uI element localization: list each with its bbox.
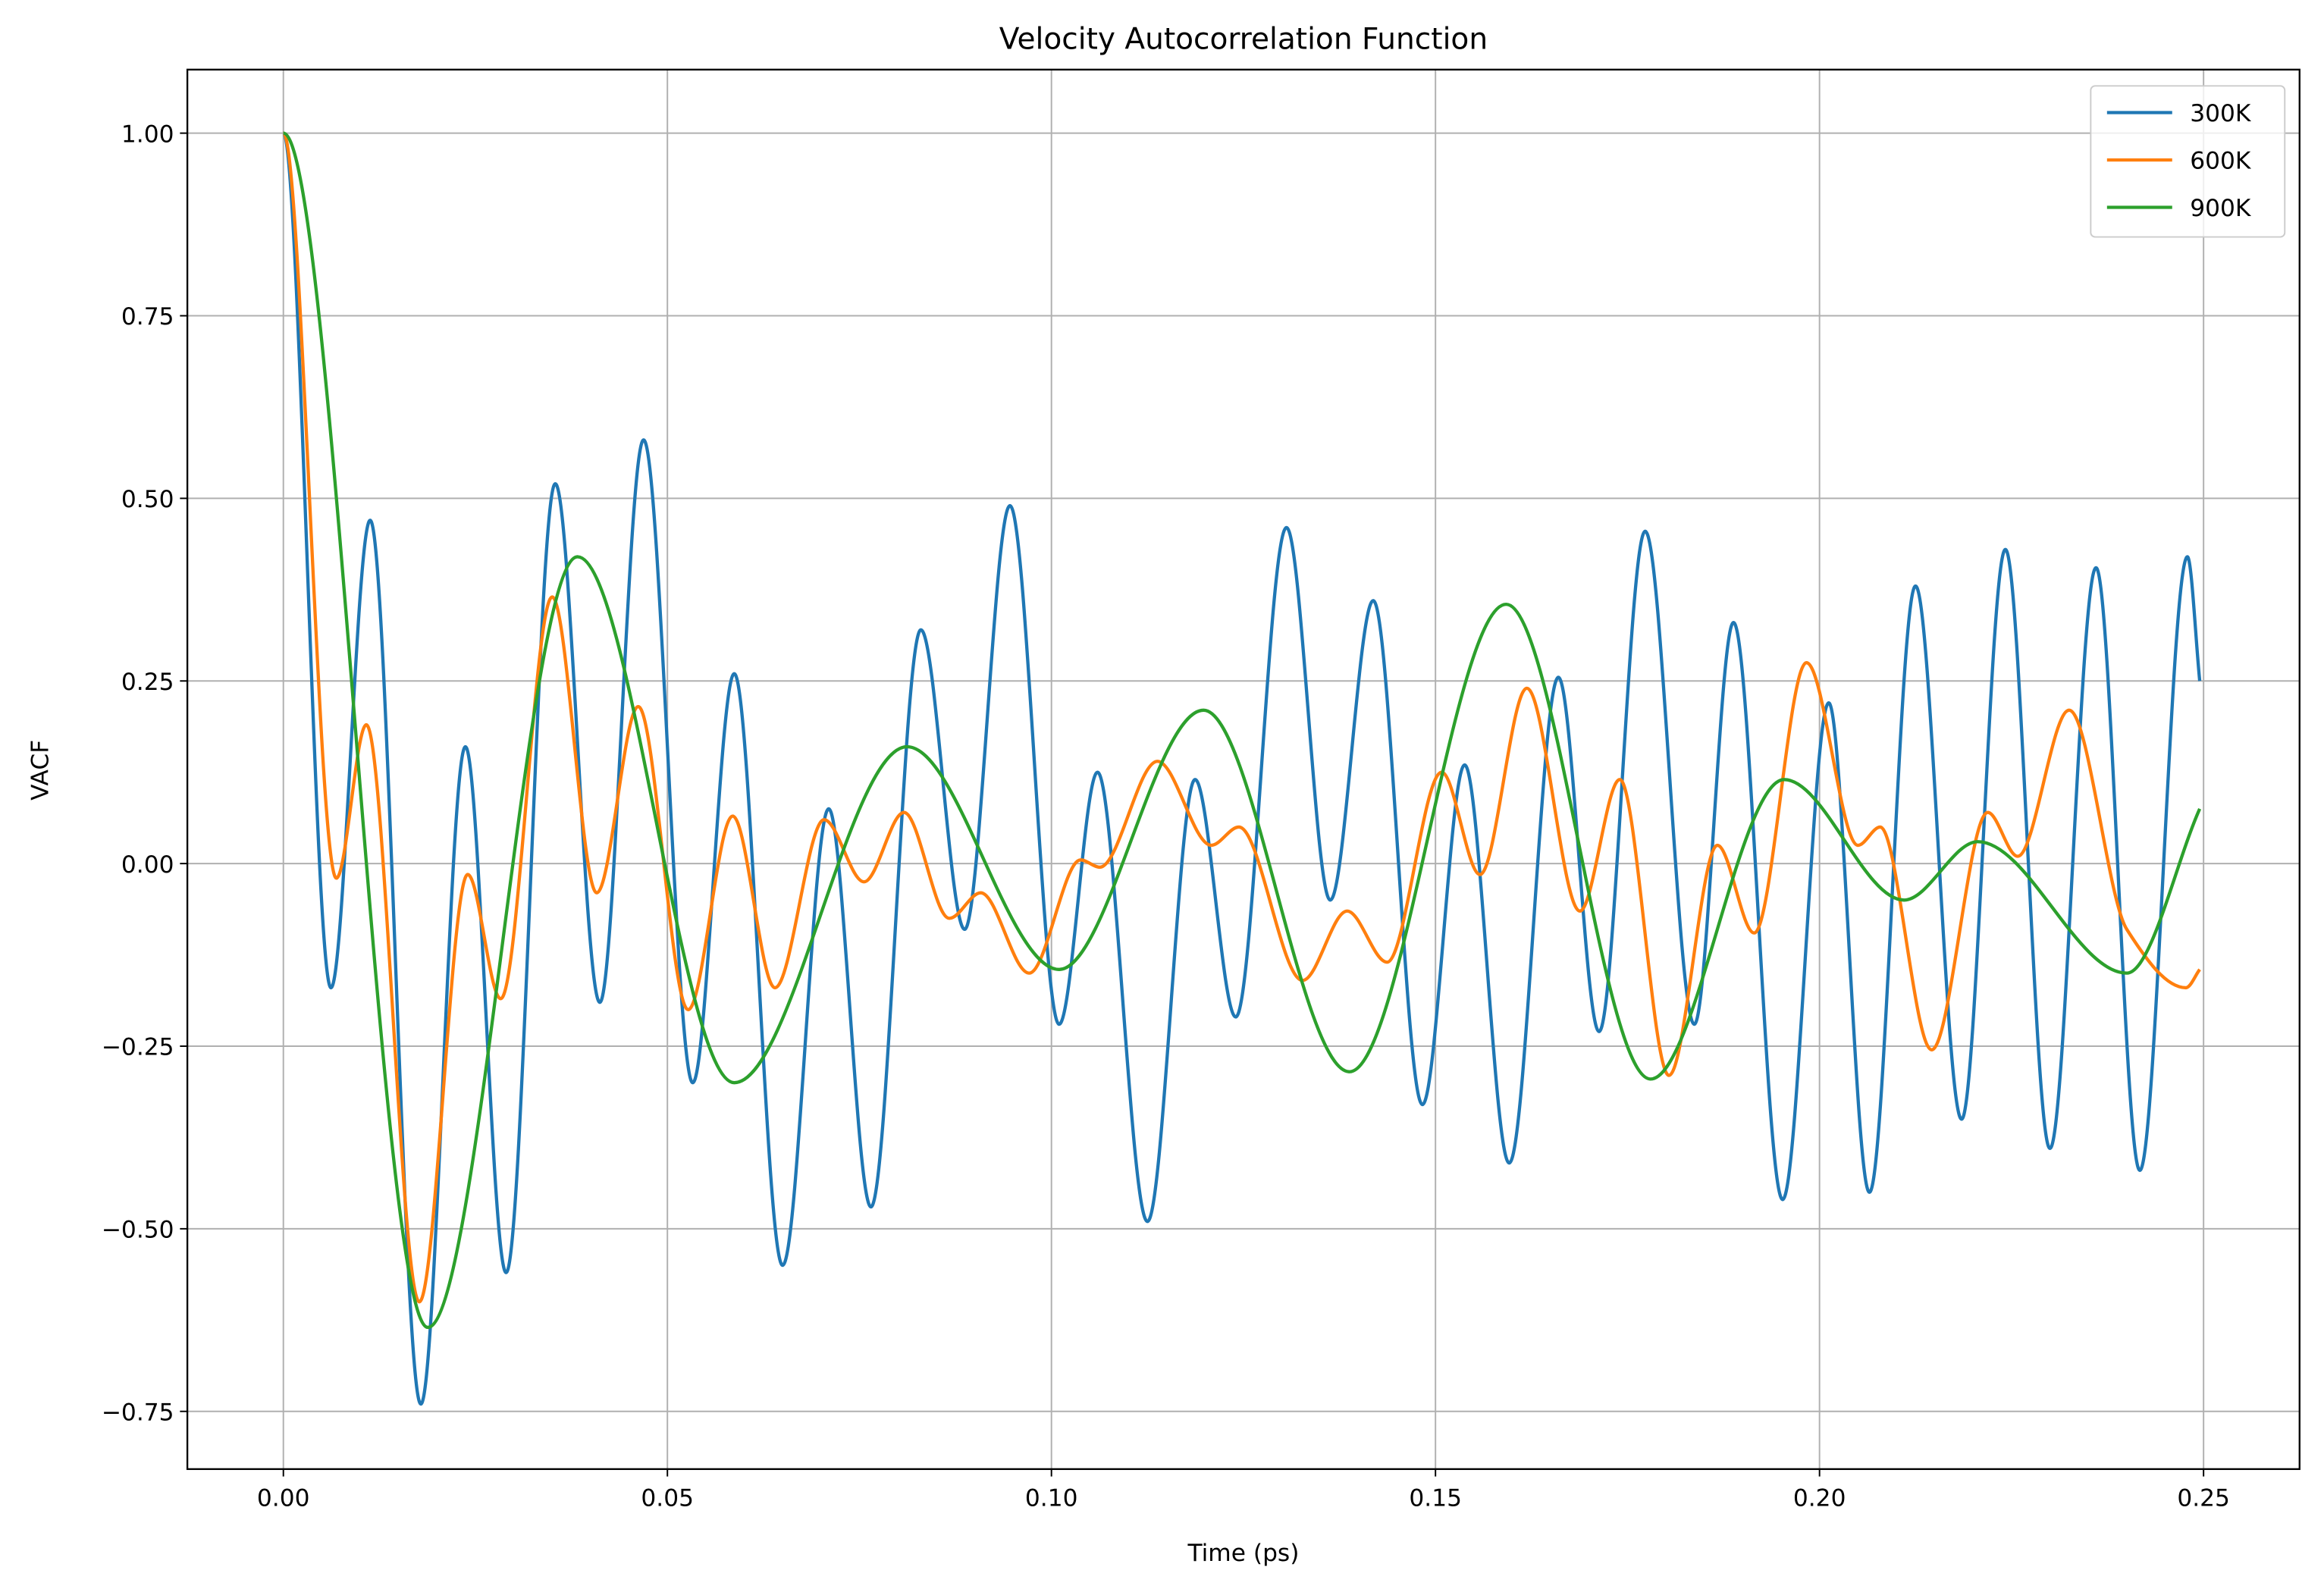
x-tick-label: 0.10 <box>1025 1485 1078 1512</box>
y-tick-label: 0.75 <box>121 303 174 331</box>
series-line <box>281 131 2202 1406</box>
series-line <box>281 131 2201 1304</box>
legend-label: 300K <box>2190 100 2252 127</box>
x-tick-label: 0.00 <box>257 1485 310 1512</box>
legend: 300K 600K 900K <box>2090 85 2286 238</box>
y-tick-label: −0.75 <box>102 1399 174 1426</box>
y-axis-label: VACF <box>27 740 54 801</box>
chart-title: Velocity Autocorrelation Function <box>999 22 1488 56</box>
y-tick-label: 0.25 <box>121 669 174 696</box>
x-tick-label: 0.15 <box>1409 1485 1462 1512</box>
y-tick-label: 0.00 <box>121 851 174 879</box>
y-tick-label: −0.50 <box>102 1217 174 1244</box>
y-tick-label: −0.25 <box>102 1034 174 1061</box>
plot-frame <box>186 68 2300 1471</box>
x-axis-label: Time (ps) <box>1187 1540 1299 1567</box>
legend-box <box>2090 85 2286 238</box>
y-tick-label: 0.50 <box>121 486 174 513</box>
y-tick-label: 1.00 <box>121 121 174 148</box>
series-line <box>282 131 2202 1330</box>
x-tick-label: 0.20 <box>1793 1485 1846 1512</box>
legend-label: 900K <box>2190 195 2252 222</box>
legend-label: 600K <box>2190 148 2252 175</box>
x-tick-label: 0.05 <box>641 1485 694 1512</box>
x-tick-label: 0.25 <box>2177 1485 2230 1512</box>
